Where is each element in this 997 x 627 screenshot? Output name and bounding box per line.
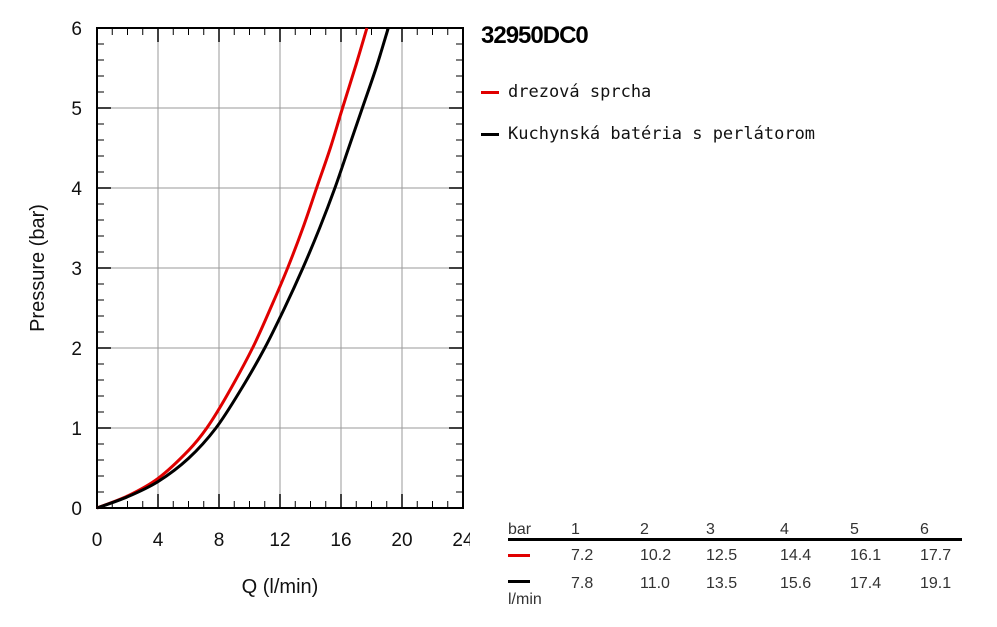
table-cell: 19.1 <box>920 575 952 592</box>
x-tick-label: 0 <box>92 530 103 551</box>
x-tick-labels: 0 4 8 12 16 20 24 <box>92 530 470 551</box>
table-cell: 10.2 <box>640 547 672 564</box>
x-tick-label: 20 <box>391 530 412 551</box>
table-cell: 11.0 <box>640 575 670 592</box>
y-tick-label: 5 <box>71 99 82 120</box>
table-unit-label: l/min <box>508 591 542 608</box>
table-cell: 12.5 <box>706 547 738 564</box>
y-tick-label: 6 <box>71 19 82 40</box>
table-row-swatch-red <box>508 554 530 557</box>
table-cell: 7.8 <box>571 575 594 592</box>
x-tick-label: 16 <box>330 530 351 551</box>
y-tick-label: 1 <box>71 419 82 440</box>
table-row-swatch-black <box>508 580 530 583</box>
table-header-cell: 5 <box>850 521 859 538</box>
table-header-cell: 4 <box>780 521 789 538</box>
legend-label: drezová sprcha <box>508 82 652 102</box>
x-tick-label: 12 <box>269 530 290 551</box>
legend-item-drezova-sprcha: drezová sprcha <box>481 81 651 103</box>
table-cell: 16.1 <box>850 547 882 564</box>
series-line-1 <box>96 27 369 510</box>
legend-swatch-red <box>481 90 499 94</box>
x-tick-label: 4 <box>153 530 164 551</box>
table-cell: 17.7 <box>920 547 952 564</box>
legend-label: Kuchynská batéria s perlátorom <box>508 124 816 144</box>
table-header-cell: 3 <box>706 521 715 538</box>
y-axis-title: Pressure (bar) <box>27 204 49 332</box>
table-cell: 17.4 <box>850 575 882 592</box>
x-tick-label: 8 <box>214 530 225 551</box>
y-tick-label: 3 <box>71 259 82 280</box>
table-header-cell: 1 <box>571 521 580 538</box>
y-tick-label: 0 <box>71 499 82 520</box>
x-tick-label: 24 <box>452 530 470 551</box>
chart-title: 32950DC0 <box>481 22 589 49</box>
table-cell: 14.4 <box>780 547 812 564</box>
y-tick-label: 2 <box>71 339 82 360</box>
table-cell: 13.5 <box>706 575 738 592</box>
y-tick-label: 4 <box>71 179 82 200</box>
series-lines <box>96 27 390 510</box>
legend-item-kuchynska-bateria: Kuchynská batéria s perlátorom <box>481 123 815 145</box>
table-header-label: bar <box>508 521 532 538</box>
plot-frame <box>96 27 464 509</box>
legend-swatch-black <box>481 132 499 136</box>
y-tick-labels: 0 1 2 3 4 5 6 <box>71 19 82 520</box>
table-cell: 7.2 <box>571 547 594 564</box>
table-header-cell: 2 <box>640 521 649 538</box>
table-header-cell: 6 <box>920 521 929 538</box>
table-cell: 15.6 <box>780 575 812 592</box>
table-header-rule <box>508 538 962 541</box>
series-line-2 <box>96 27 390 510</box>
x-axis-title: Q (l/min) <box>242 576 319 598</box>
